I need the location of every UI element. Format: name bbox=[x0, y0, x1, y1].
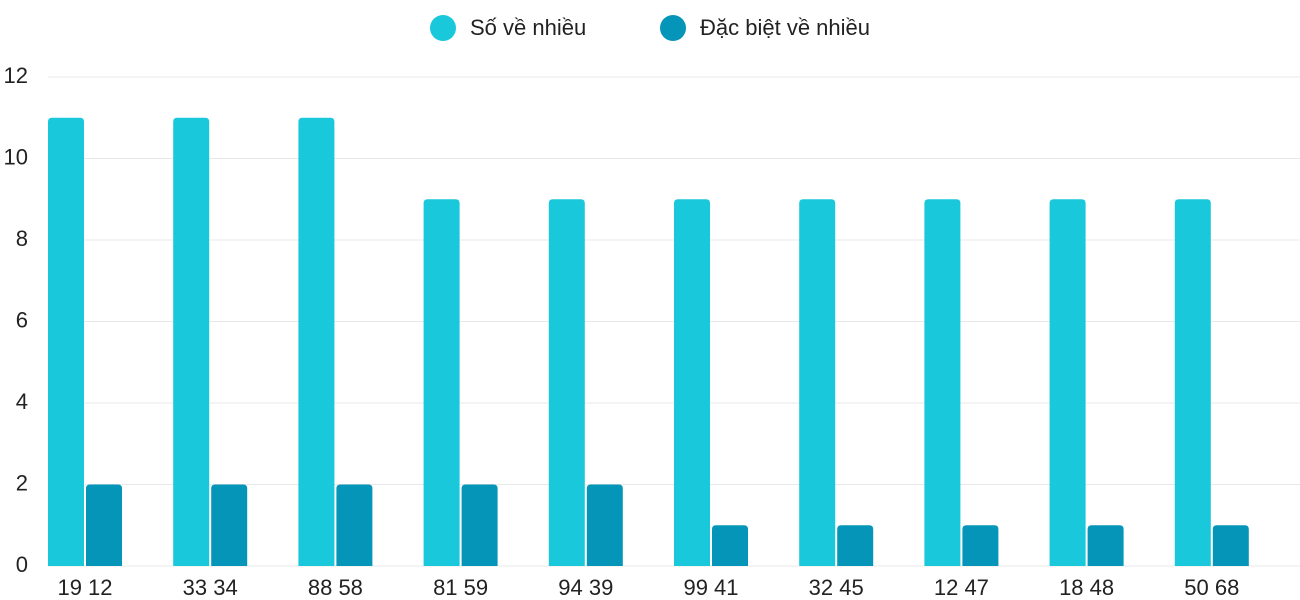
bar bbox=[173, 117, 210, 566]
x-tick-label: 32 45 bbox=[809, 575, 864, 600]
bar bbox=[298, 117, 335, 566]
bar bbox=[962, 525, 999, 566]
y-tick-label: 12 bbox=[4, 63, 28, 88]
y-tick-label: 2 bbox=[16, 470, 28, 495]
y-tick-label: 0 bbox=[16, 552, 28, 577]
y-tick-label: 10 bbox=[4, 144, 28, 169]
legend-label: Đặc biệt về nhiều bbox=[700, 15, 870, 40]
bar bbox=[336, 484, 373, 566]
y-tick-label: 4 bbox=[16, 389, 28, 414]
legend-label: Số về nhiều bbox=[470, 15, 586, 40]
bar bbox=[423, 199, 460, 566]
bar bbox=[461, 484, 498, 566]
y-tick-label: 6 bbox=[16, 307, 28, 332]
x-tick-label: 88 58 bbox=[308, 575, 363, 600]
bar bbox=[1174, 199, 1211, 566]
bar bbox=[837, 525, 874, 566]
x-tick-label: 94 39 bbox=[558, 575, 613, 600]
bar bbox=[712, 525, 748, 566]
bar bbox=[799, 199, 836, 566]
x-tick-label: 18 48 bbox=[1059, 575, 1114, 600]
x-tick-label: 99 41 bbox=[683, 575, 738, 600]
bar bbox=[924, 199, 961, 566]
y-tick-label: 8 bbox=[16, 226, 28, 251]
bar bbox=[86, 484, 122, 566]
x-tick-label: 81 59 bbox=[433, 575, 488, 600]
legend-swatch bbox=[430, 15, 456, 41]
x-tick-label: 50 68 bbox=[1184, 575, 1239, 600]
x-tick-label: 33 34 bbox=[183, 575, 238, 600]
bar bbox=[1212, 525, 1249, 566]
x-tick-label: 12 47 bbox=[934, 575, 989, 600]
legend-swatch bbox=[660, 15, 686, 41]
bar bbox=[1049, 199, 1086, 566]
x-tick-label: 19 12 bbox=[57, 575, 112, 600]
bar bbox=[48, 117, 84, 566]
bar bbox=[1087, 525, 1124, 566]
bar bbox=[674, 199, 710, 566]
bar bbox=[586, 484, 623, 566]
bar bbox=[211, 484, 248, 566]
bar bbox=[548, 199, 585, 566]
